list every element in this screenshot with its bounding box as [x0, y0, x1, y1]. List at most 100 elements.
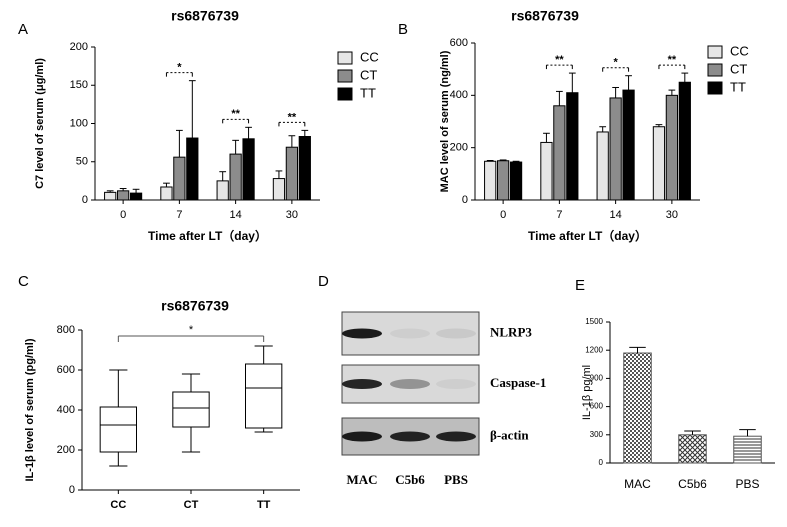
x-tick-label: 0	[500, 209, 506, 221]
x-tick-label: 30	[286, 209, 298, 221]
legend-label: TT	[360, 85, 376, 100]
bar	[540, 141, 553, 201]
blot-band	[390, 328, 430, 339]
box	[245, 363, 283, 429]
bar	[622, 89, 635, 201]
chart-title: rs6876739	[161, 298, 229, 314]
y-axis-label: MAC level of serum (ng/ml)	[439, 50, 451, 192]
y-tick-label: 200	[450, 142, 468, 154]
x-tick-label: CC	[110, 499, 126, 511]
x-tick-label: 7	[556, 209, 562, 221]
panel-letter: E	[575, 277, 585, 294]
y-tick-label: 900	[590, 374, 604, 383]
bar	[104, 191, 117, 201]
x-tick-label: 14	[610, 209, 622, 221]
y-tick-label: 600	[590, 402, 604, 411]
legend-swatch	[707, 45, 723, 59]
lane-label: PBS	[444, 472, 468, 487]
significance-label: *	[177, 62, 182, 74]
panel-letter: C	[18, 273, 29, 290]
legend-label: CT	[360, 67, 377, 82]
y-axis-label: IL-1β pg/ml	[581, 365, 593, 420]
bar	[117, 190, 130, 201]
x-tick-label: PBS	[735, 477, 759, 491]
x-tick-label: CT	[184, 499, 199, 511]
bar	[566, 92, 579, 201]
x-axis-label: Time after LT（day）	[528, 228, 647, 243]
y-tick-label: 800	[57, 324, 75, 336]
y-tick-label: 50	[76, 156, 88, 168]
significance-label: *	[613, 57, 618, 69]
y-tick-label: 150	[70, 79, 88, 91]
box	[99, 406, 137, 453]
y-tick-label: 1500	[585, 317, 603, 326]
blot-band	[436, 328, 476, 339]
x-tick-label: C5b6	[678, 477, 707, 491]
bar	[596, 131, 609, 201]
significance-label: **	[668, 54, 677, 66]
x-tick-label: MAC	[624, 477, 651, 491]
row-label: β-actin	[490, 427, 529, 442]
blot-band	[390, 431, 430, 442]
row-label: NLRP3	[490, 324, 532, 339]
bar	[129, 192, 143, 201]
bar	[623, 352, 652, 464]
chart-title: rs6876739	[171, 8, 239, 24]
x-tick-label: 30	[666, 209, 678, 221]
x-tick-label: TT	[257, 499, 271, 511]
y-tick-label: 0	[69, 484, 75, 496]
blot-band	[342, 379, 382, 389]
x-tick-label: 7	[176, 209, 182, 221]
blot-band	[342, 431, 382, 442]
bar	[733, 435, 762, 464]
y-tick-label: 100	[70, 117, 88, 129]
lane-label: MAC	[346, 472, 377, 487]
legend-swatch	[337, 51, 353, 65]
y-tick-label: 0	[82, 194, 88, 206]
legend-label: TT	[730, 79, 746, 94]
blot-band	[436, 431, 476, 442]
bar	[609, 97, 622, 201]
panel-letter: A	[18, 21, 28, 38]
y-tick-label: 600	[57, 364, 75, 376]
bar	[229, 153, 242, 201]
y-tick-label: 200	[70, 41, 88, 53]
x-tick-label: 14	[230, 209, 242, 221]
bar	[242, 138, 255, 201]
y-tick-label: 0	[599, 458, 604, 467]
bar	[484, 160, 497, 201]
x-tick-label: 0	[120, 209, 126, 221]
significance-label: *	[189, 324, 194, 336]
row-label: Caspase-1	[490, 375, 546, 390]
panel-letter: D	[318, 273, 329, 290]
y-axis-label: C7 level of serum (μg/ml)	[34, 58, 46, 189]
bar	[272, 178, 286, 201]
bar	[665, 94, 678, 201]
chart-title: rs6876739	[511, 8, 579, 24]
y-axis-label: IL-1β level of serum (pg/ml)	[24, 338, 36, 481]
blot-band	[390, 379, 430, 389]
bar	[173, 156, 186, 201]
bar	[497, 160, 510, 201]
legend-swatch	[337, 69, 353, 83]
bar	[298, 136, 311, 201]
legend-label: CC	[360, 49, 379, 64]
legend-swatch	[337, 87, 353, 101]
bar	[553, 105, 566, 201]
legend-label: CC	[730, 43, 749, 58]
bar	[216, 180, 229, 201]
y-tick-label: 400	[450, 89, 468, 101]
bar	[509, 161, 523, 201]
box	[172, 391, 210, 428]
y-tick-label: 0	[462, 194, 468, 206]
y-tick-label: 400	[57, 404, 75, 416]
y-tick-label: 300	[590, 430, 604, 439]
lane-label: C5b6	[395, 472, 425, 487]
blot-band	[436, 379, 476, 389]
bar	[678, 81, 691, 201]
legend-label: CT	[730, 61, 747, 76]
significance-label: **	[555, 54, 564, 66]
y-tick-label: 200	[57, 444, 75, 456]
y-tick-label: 600	[450, 37, 468, 49]
